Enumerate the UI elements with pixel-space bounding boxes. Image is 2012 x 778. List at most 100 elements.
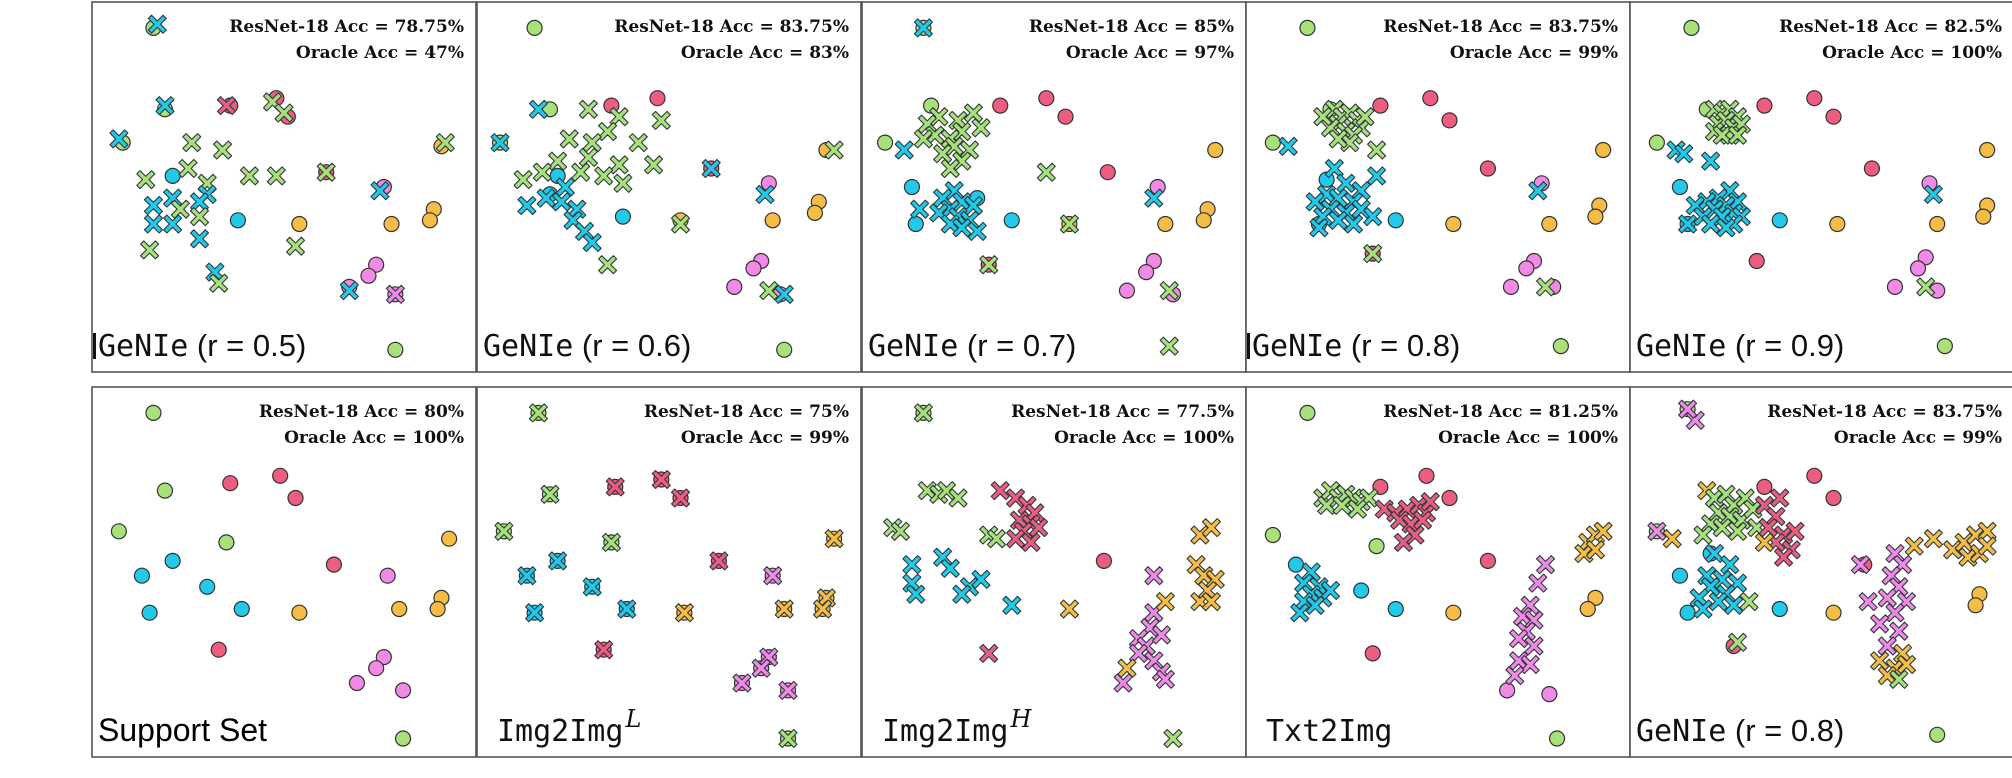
resnet-accuracy: ResNet-18 Acc = 77.5% [1011,402,1234,422]
oracle-accuracy: Oracle Acc = 83% [681,43,849,63]
panel-genie-05: ResNet-18 Acc = 78.75% Oracle Acc = 47% Ge… [91,1,477,373]
support-point-pink [1499,682,1516,699]
support-point-blue [903,178,921,196]
augmented-point-blue [913,18,933,38]
augmented-point-green [435,133,455,153]
augmented-point-green [1367,140,1387,160]
support-point-green [876,134,894,151]
support-point-red [1825,489,1842,507]
method-label: GeNIe (r = 0.9) [1636,328,1844,364]
augmented-point-orange [1059,599,1079,619]
support-point-green [1548,730,1566,747]
augmented-point-green [1693,525,1713,545]
augmented-point-blue [910,199,930,219]
augmented-point-red [1393,532,1413,552]
support-point-blue [1003,212,1020,229]
support-point-pink [745,260,762,277]
oracle-accuracy: Oracle Acc = 99% [1834,428,2002,448]
augmented-point-green [239,166,259,186]
support-point-green [1552,338,1569,355]
panel-frame [1245,1,1631,373]
support-point-red [1863,160,1881,177]
augmented-point-green [1727,125,1748,145]
augmented-point-green [1059,214,1079,234]
augmented-point-pink [1113,673,1133,693]
augmented-point-green [189,207,210,227]
augmented-point-blue [902,555,922,575]
support-point-red [1099,164,1116,181]
augmented-point-red [216,96,236,116]
support-point-red [1748,252,1765,270]
oracle-accuracy: Oracle Acc = 100% [284,428,464,448]
support-point-green [387,341,404,358]
support-point-pink [1541,685,1558,703]
support-point-green [218,534,235,551]
support-point-blue [133,567,151,584]
augmented-point-orange [1923,529,1943,549]
augmented-point-blue [1701,151,1721,171]
augmented-point-blue [952,218,972,238]
augmented-point-pink [1528,573,1548,593]
ratio-label: (r = 0.9) [1726,328,1844,363]
augmented-point-pink [1870,614,1890,634]
augmented-point-red [1770,488,1790,508]
augmented-point-orange [824,529,844,549]
augmented-point-green [1313,107,1333,127]
support-point-red [1441,489,1458,507]
support-point-orange [429,600,446,618]
support-point-red [1479,552,1497,570]
support-point-red [1372,97,1389,114]
support-point-red [287,489,304,507]
augmented-point-green [1727,521,1748,541]
support-point-red [1095,552,1113,570]
augmented-point-blue [189,192,210,212]
resnet-accuracy: ResNet-18 Acc = 81.25% [1383,402,1618,422]
support-point-pink [394,682,412,699]
support-point-orange [1967,597,1984,614]
augmented-point-green [140,240,160,260]
support-point-blue [614,208,632,225]
augmented-point-pink [1858,592,1878,612]
support-point-orange [1579,600,1596,618]
augmented-point-pink [1128,643,1149,663]
augmented-point-pink [385,284,405,304]
augmented-point-red [594,640,614,660]
support-point-pink [368,256,385,273]
panel-genie-08-bottom: ResNet-18 Acc = 83.75% Oracle Acc = 99% Ge… [1629,386,2012,758]
augmented-point-blue [701,158,721,179]
resnet-accuracy: ResNet-18 Acc = 78.75% [229,17,464,37]
augmented-point-orange [1117,658,1137,678]
support-point-green [526,19,543,36]
augmented-point-green [670,214,691,234]
support-point-pink [1886,278,1904,295]
support-point-orange [391,600,408,618]
support-point-blue [1671,178,1689,196]
augmented-point-green [1159,281,1179,301]
augmented-point-pink [1151,625,1172,645]
augmented-point-green [594,166,614,186]
augmented-point-green [209,273,229,293]
support-point-red [992,97,1009,114]
support-point-orange [291,215,308,233]
augmented-point-green [759,281,779,301]
augmented-point-pink [1877,588,1897,608]
support-point-orange [1157,215,1174,233]
augmented-point-green [513,170,533,190]
augmented-point-orange [1870,651,1890,671]
augmented-point-blue [906,584,926,604]
support-point-pink [726,278,743,295]
support-point-orange [1195,212,1212,229]
augmented-point-green [913,403,933,423]
panel-support-set: ResNet-18 Acc = 80% Oracle Acc = 100% Supp… [91,386,477,758]
support-point-orange [1207,141,1224,159]
support-point-orange [1587,589,1604,607]
support-point-green [1648,134,1665,151]
augmented-point-orange [1977,536,1997,556]
augmented-point-blue [155,96,175,116]
augmented-point-pink [1505,666,1525,686]
augmented-point-green [940,158,960,179]
support-point-pink [1118,282,1136,299]
support-point-blue [229,212,247,229]
label-clip-mark [1247,333,1250,359]
resnet-accuracy: ResNet-18 Acc = 82.5% [1779,17,2002,37]
